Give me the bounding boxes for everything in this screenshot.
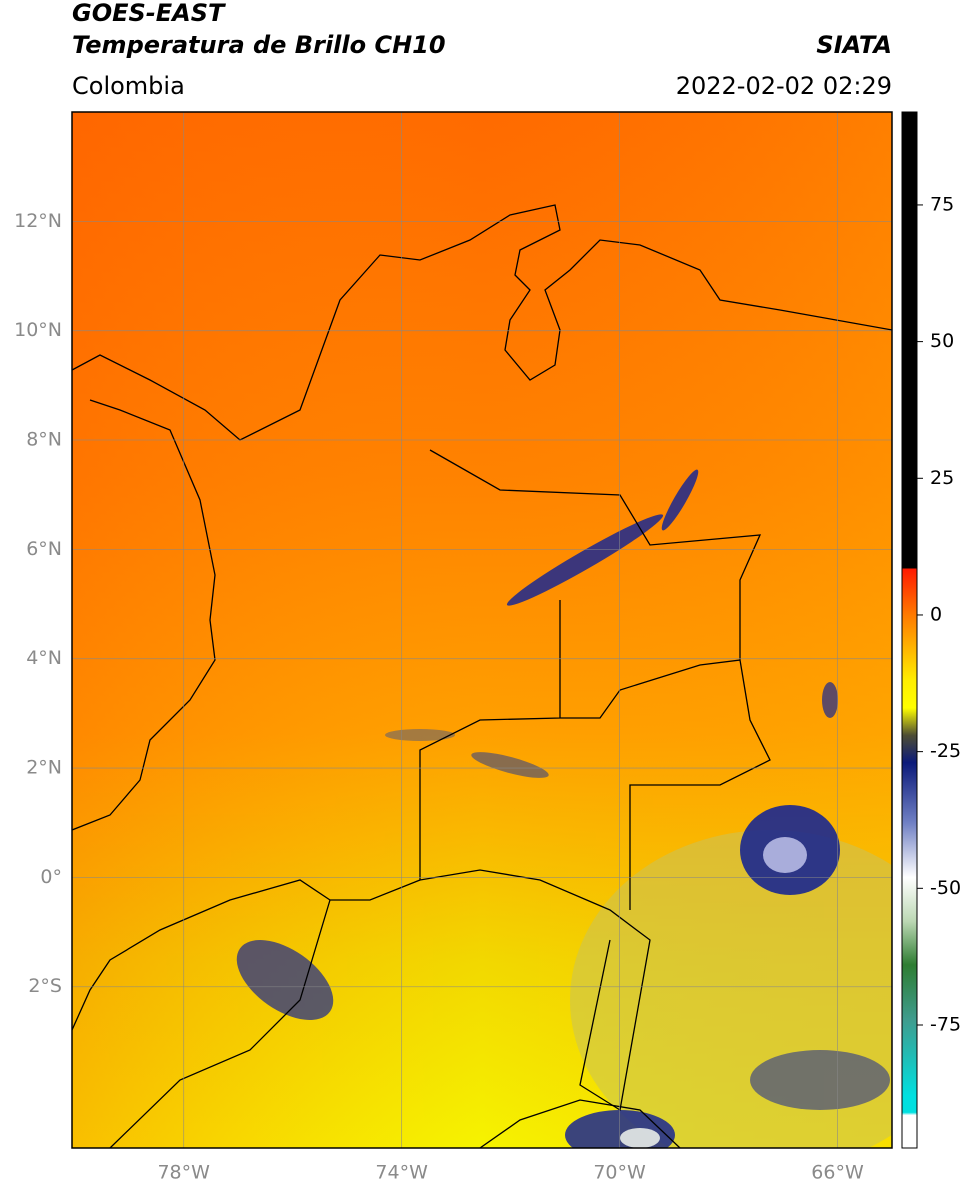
cloud	[763, 837, 807, 873]
lon-tick-label: 78°W	[157, 1162, 210, 1184]
lat-tick-label: 2°S	[28, 975, 62, 997]
cloud	[236, 940, 334, 1020]
lat-tick-label: 8°N	[26, 429, 62, 451]
lat-tick-label: 0°	[40, 866, 62, 888]
lon-tick-label: 74°W	[375, 1162, 428, 1184]
subtitle: Temperatura de Brillo CH10	[72, 31, 446, 59]
colorbar-tick-label: 75	[930, 193, 954, 215]
lat-tick-label: 4°N	[26, 647, 62, 669]
colorbar-tick-label: 0	[930, 603, 942, 625]
border	[109, 879, 681, 1148]
datetime: 2022-02-02 02:29	[676, 72, 892, 100]
cloud	[471, 752, 549, 778]
boundaries	[72, 204, 892, 1148]
lon-tick-label: 66°W	[811, 1162, 864, 1184]
map-frame	[71, 111, 893, 1149]
lat-tick-label: 10°N	[14, 319, 62, 341]
colorbar-tick-label: -75	[930, 1013, 961, 1035]
lat-tick-label: 12°N	[14, 210, 62, 232]
colorbar-tick-label: 50	[930, 330, 954, 352]
coastline	[72, 204, 892, 441]
cloud	[506, 514, 664, 606]
border	[419, 449, 771, 1112]
title: GOES-EAST	[72, 0, 226, 27]
cloud	[750, 1050, 890, 1110]
map-image	[72, 112, 892, 1148]
region: Colombia	[72, 72, 185, 100]
cloud	[385, 729, 455, 741]
cloud	[661, 469, 699, 531]
coastline	[72, 399, 216, 831]
cloud	[822, 682, 838, 718]
colorbar-tick-label: -50	[930, 877, 961, 899]
source: SIATA	[816, 31, 892, 59]
lat-tick-label: 6°N	[26, 538, 62, 560]
lat-tick-label: 2°N	[26, 757, 62, 779]
lon-tick-label: 70°W	[593, 1162, 646, 1184]
colorbar-tick-label: 25	[930, 467, 954, 489]
cloud	[620, 1128, 660, 1148]
grid	[72, 112, 892, 1148]
colorbar-tick-label: -25	[930, 740, 961, 762]
coastline	[72, 879, 331, 1031]
colorbar	[901, 111, 918, 1149]
